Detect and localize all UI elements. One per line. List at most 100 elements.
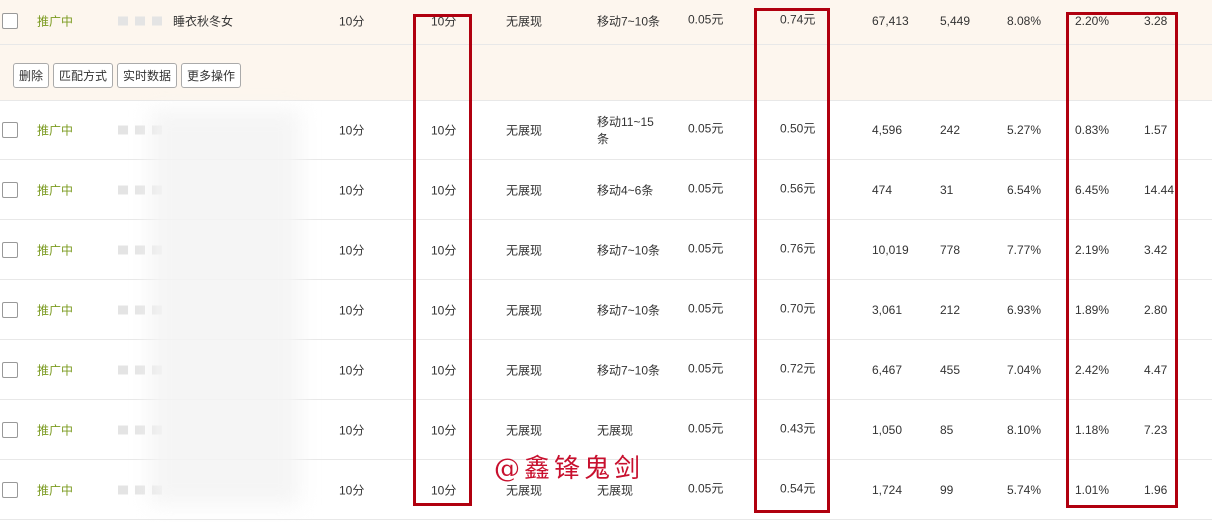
table-row: 推广中 10分 10分 无展现 移动7~10条 0.05元 0.76元 10,019 778 7.… bbox=[0, 220, 1212, 280]
table-cell: 0.05元 bbox=[688, 481, 724, 496]
table-cell: 1.18% bbox=[1075, 423, 1110, 437]
table-cell: 0.43元 bbox=[780, 421, 816, 436]
table-cell: 0.05元 bbox=[688, 181, 724, 196]
placeholder bbox=[118, 16, 128, 25]
placeholder bbox=[118, 305, 128, 315]
table-cell: 14.44 bbox=[1144, 183, 1175, 197]
table-cell: 99 bbox=[940, 483, 954, 497]
placeholder bbox=[135, 425, 145, 435]
checkbox[interactable] bbox=[2, 242, 18, 258]
highlight-box bbox=[754, 8, 830, 513]
table-cell: 778 bbox=[940, 243, 961, 257]
status: 推广中 bbox=[37, 243, 74, 258]
table-cell: 无展现 bbox=[597, 483, 634, 498]
table-row: 推广中 10分 10分 无展现 无展现 0.05元 0.54元 1,724 99 5.74% 1.0… bbox=[0, 460, 1212, 520]
watermark: @鑫锋鬼剑 bbox=[494, 454, 645, 484]
placeholder bbox=[118, 185, 128, 195]
table-cell: 无展现 bbox=[506, 243, 543, 258]
table-cell: 6,467 bbox=[872, 363, 903, 377]
table-cell: 10分 bbox=[339, 303, 365, 318]
table-cell: 1.57 bbox=[1144, 123, 1168, 137]
table-cell: 移动4~6条 bbox=[597, 183, 654, 198]
table-cell: 0.05元 bbox=[688, 301, 724, 316]
table-cell: 0.83% bbox=[1075, 123, 1110, 137]
status: 推广中 bbox=[37, 483, 74, 498]
table-cell: 212 bbox=[940, 303, 961, 317]
blur bbox=[150, 110, 300, 505]
checkbox[interactable] bbox=[2, 422, 18, 438]
checkbox[interactable] bbox=[2, 362, 18, 378]
table-cell: 67,413 bbox=[872, 13, 909, 28]
action-button[interactable]: 实时数据 bbox=[117, 63, 178, 88]
table-cell: 242 bbox=[940, 123, 961, 137]
table-cell: 4,596 bbox=[872, 123, 903, 137]
table-cell: 7.04% bbox=[1007, 363, 1042, 377]
placeholder bbox=[118, 425, 128, 435]
table-cell: 6.45% bbox=[1075, 183, 1110, 197]
table-cell: 6.54% bbox=[1007, 183, 1042, 197]
action-bar: 删除 匹配方式 实时数据 更多操作 bbox=[0, 45, 1212, 101]
table-cell: 10分 bbox=[431, 123, 457, 138]
status: 推广中 bbox=[37, 123, 74, 138]
table-cell: 10分 bbox=[339, 183, 365, 198]
table-cell: 0.70元 bbox=[780, 301, 816, 316]
table-cell: 5,449 bbox=[940, 13, 971, 28]
checkbox[interactable] bbox=[2, 182, 18, 198]
table-cell: 1,050 bbox=[872, 423, 903, 437]
table-cell: 10分 bbox=[431, 183, 457, 198]
checkbox[interactable] bbox=[2, 122, 18, 138]
table-cell: 0.50元 bbox=[780, 121, 816, 136]
table-cell: 3.42 bbox=[1144, 243, 1168, 257]
table-cell: 31 bbox=[940, 183, 954, 197]
highlight-box bbox=[1066, 12, 1178, 508]
table-cell: 6.93% bbox=[1007, 303, 1042, 317]
table-cell: 0.54元 bbox=[780, 481, 816, 496]
status: 推广中 bbox=[37, 303, 74, 318]
table-cell: 0.76元 bbox=[780, 241, 816, 256]
table-cell: 8.08% bbox=[1007, 13, 1042, 28]
status: 推广中 bbox=[37, 183, 74, 198]
action-button[interactable]: 匹配方式 bbox=[53, 63, 114, 88]
placeholder bbox=[152, 16, 162, 25]
placeholder bbox=[118, 485, 128, 495]
table-cell: 4.47 bbox=[1144, 363, 1168, 377]
action-button[interactable]: 更多操作 bbox=[181, 63, 242, 88]
table-cell: 474 bbox=[872, 183, 893, 197]
table-cell: 10分 bbox=[431, 363, 457, 378]
table-cell: 0.05元 bbox=[688, 12, 724, 26]
checkbox[interactable] bbox=[2, 482, 18, 498]
table-cell: 2.80 bbox=[1144, 303, 1168, 317]
table-cell: 10分 bbox=[431, 483, 457, 498]
table-cell: 移动7~10条 bbox=[597, 243, 661, 258]
table-cell: 85 bbox=[940, 423, 954, 437]
table-cell: 0.72元 bbox=[780, 361, 816, 376]
placeholder bbox=[135, 185, 145, 195]
checkbox[interactable] bbox=[2, 12, 18, 29]
table-cell: 0.74元 bbox=[780, 12, 816, 26]
keyword: 睡衣秋冬女 bbox=[173, 14, 234, 28]
table-row: 推广中 睡衣秋冬女 10分 10分 无展现 移动7~10条 0.05元 0.74元 67,413… bbox=[0, 0, 1212, 45]
table-cell: 0.05元 bbox=[688, 121, 724, 136]
table-cell: 10分 bbox=[431, 423, 457, 438]
table-cell: 7.77% bbox=[1007, 243, 1042, 257]
table-cell: 移动7~10条 bbox=[597, 14, 661, 28]
action-button[interactable]: 删除 bbox=[13, 63, 50, 88]
highlight-box bbox=[413, 14, 472, 506]
table-cell: 10,019 bbox=[872, 243, 909, 257]
table-cell: 1,724 bbox=[872, 483, 903, 497]
table-cell: 0.56元 bbox=[780, 181, 816, 196]
status: 推广中 bbox=[37, 14, 74, 28]
table-cell: 无展现 bbox=[597, 423, 634, 438]
table-cell: 1.01% bbox=[1075, 483, 1110, 497]
table-cell: 10分 bbox=[431, 243, 457, 258]
table-cell: 455 bbox=[940, 363, 961, 377]
checkbox[interactable] bbox=[2, 302, 18, 318]
table-cell: 移动11~15条 bbox=[597, 115, 654, 146]
placeholder bbox=[135, 305, 145, 315]
table-cell: 无展现 bbox=[506, 483, 543, 498]
placeholder bbox=[118, 245, 128, 255]
table-cell: 3,061 bbox=[872, 303, 903, 317]
table-cell: 10分 bbox=[339, 14, 365, 28]
table-cell: 10分 bbox=[339, 243, 365, 258]
